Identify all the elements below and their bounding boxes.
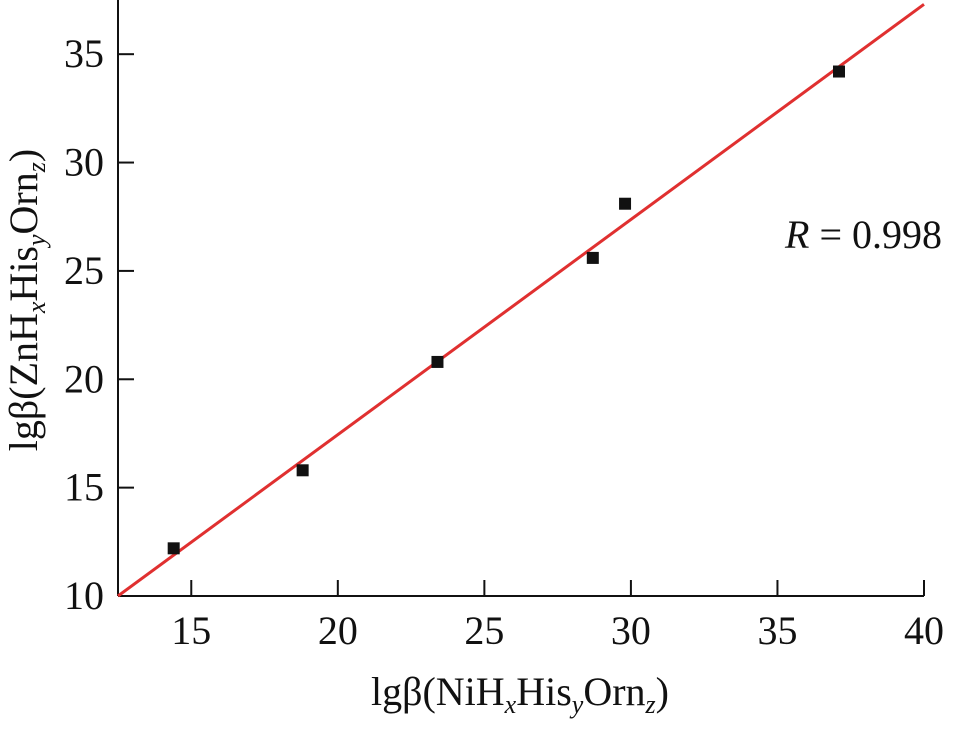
x-tick-label: 15 <box>171 608 211 653</box>
r-symbol: R <box>784 212 809 257</box>
y-tick-label: 10 <box>64 573 104 618</box>
x-axis-title: lgβ(NiHxHisyOrnz) <box>371 669 669 719</box>
data-point <box>296 464 309 477</box>
fit-line <box>117 3 925 598</box>
y-axis-title: lgβ(ZnHxHisyOrnz) <box>1 149 51 451</box>
x-tick-label: 35 <box>757 608 797 653</box>
data-points <box>167 65 846 555</box>
y-tick-label: 15 <box>64 465 104 510</box>
axes: 15 20 25 30 35 40 10 15 20 25 30 35 <box>64 0 944 653</box>
x-tick-label: 20 <box>318 608 358 653</box>
data-point <box>431 355 444 368</box>
y-tick-label: 20 <box>64 356 104 401</box>
data-point <box>586 251 599 264</box>
x-tick-label: 40 <box>904 608 944 653</box>
y-tick-label: 35 <box>64 31 104 76</box>
y-tick-label: 25 <box>64 248 104 293</box>
data-point <box>619 197 632 210</box>
y-tick-label: 30 <box>64 140 104 185</box>
x-tick-label: 30 <box>611 608 651 653</box>
r-value: = 0.998 <box>809 212 942 257</box>
data-point <box>833 65 846 78</box>
correlation-annotation: R = 0.998 <box>784 212 942 257</box>
x-tick-label: 25 <box>464 608 504 653</box>
fit-line-group <box>117 3 925 598</box>
data-point <box>167 542 180 555</box>
